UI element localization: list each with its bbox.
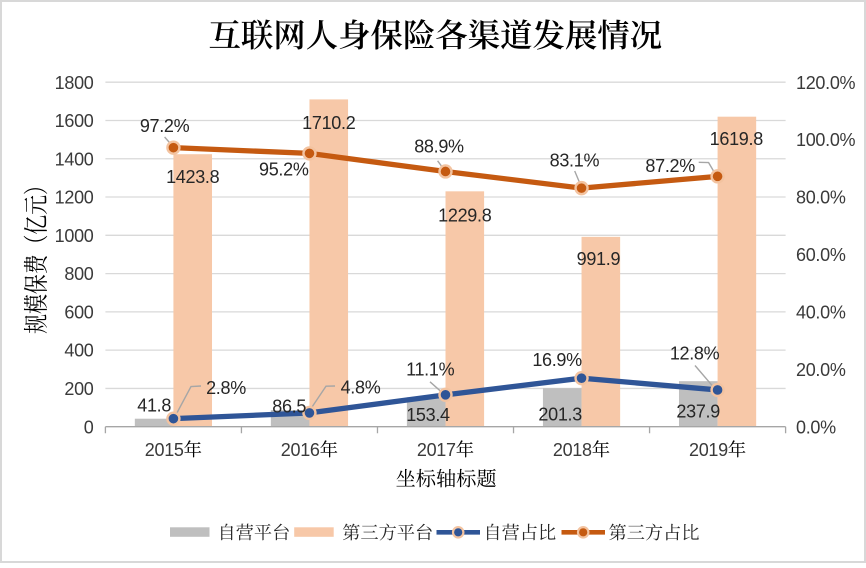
svg-text:120.0%: 120.0%: [796, 73, 856, 93]
svg-text:153.4: 153.4: [406, 405, 450, 425]
svg-text:200: 200: [64, 379, 93, 399]
svg-text:87.2%: 87.2%: [645, 156, 695, 176]
svg-text:1200: 1200: [55, 188, 94, 208]
svg-text:12.8%: 12.8%: [670, 344, 720, 364]
svg-text:1229.8: 1229.8: [438, 206, 492, 226]
svg-text:2018: 2018: [553, 440, 592, 460]
svg-text:86.5: 86.5: [272, 397, 306, 417]
svg-text:1423.8: 1423.8: [166, 167, 220, 187]
svg-text:16.9%: 16.9%: [532, 350, 582, 370]
svg-text:0.0%: 0.0%: [796, 417, 836, 437]
svg-text:4.8%: 4.8%: [341, 377, 381, 397]
svg-text:1000: 1000: [55, 226, 94, 246]
svg-text:60.0%: 60.0%: [796, 245, 846, 265]
svg-text:95.2%: 95.2%: [259, 160, 309, 180]
svg-text:100.0%: 100.0%: [796, 130, 856, 150]
svg-text:20.0%: 20.0%: [796, 360, 846, 380]
svg-text:1600: 1600: [55, 111, 94, 131]
svg-text:88.9%: 88.9%: [414, 136, 464, 156]
svg-text:2019: 2019: [689, 440, 728, 460]
svg-text:11.1%: 11.1%: [406, 359, 454, 379]
svg-text:2016: 2016: [281, 440, 320, 460]
svg-text:83.1%: 83.1%: [550, 150, 600, 170]
svg-text:800: 800: [64, 264, 93, 284]
svg-text:600: 600: [64, 303, 93, 323]
svg-text:1800: 1800: [55, 73, 94, 93]
svg-text:201.3: 201.3: [538, 404, 582, 424]
svg-text:2.8%: 2.8%: [206, 378, 246, 398]
svg-text:0: 0: [84, 417, 94, 437]
svg-text:1710.2: 1710.2: [302, 113, 356, 133]
svg-text:237.9: 237.9: [676, 402, 720, 422]
svg-text:97.2%: 97.2%: [140, 116, 190, 136]
svg-text:991.9: 991.9: [577, 249, 621, 269]
svg-text:1619.8: 1619.8: [710, 129, 764, 149]
svg-text:400: 400: [64, 341, 93, 361]
svg-text:41.8: 41.8: [137, 396, 171, 416]
svg-text:80.0%: 80.0%: [796, 188, 846, 208]
svg-text:1400: 1400: [55, 149, 94, 169]
svg-text:2015: 2015: [145, 440, 184, 460]
svg-text:2017: 2017: [417, 440, 456, 460]
svg-text:40.0%: 40.0%: [796, 303, 846, 323]
